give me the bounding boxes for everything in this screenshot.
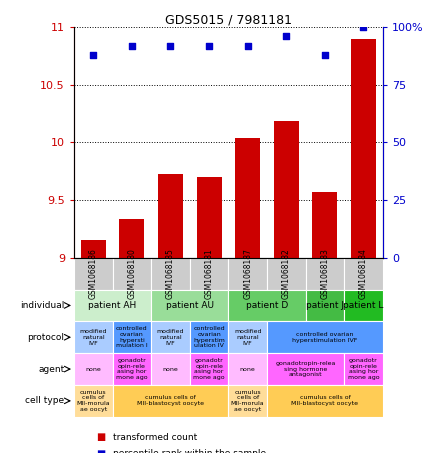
Bar xyxy=(74,385,112,417)
Bar xyxy=(189,321,228,353)
Title: GDS5015 / 7981181: GDS5015 / 7981181 xyxy=(164,13,291,26)
Text: modified
natural
IVF: modified natural IVF xyxy=(156,329,184,346)
Bar xyxy=(189,258,228,289)
Text: modified
natural
IVF: modified natural IVF xyxy=(233,329,261,346)
Text: gonadotr
opin-rele
asing hor
mone ago: gonadotr opin-rele asing hor mone ago xyxy=(193,358,224,380)
Bar xyxy=(74,258,112,289)
Text: transformed count: transformed count xyxy=(113,433,197,442)
Point xyxy=(282,33,289,40)
Bar xyxy=(151,258,189,289)
Bar xyxy=(112,353,151,385)
Bar xyxy=(266,321,382,353)
Text: modified
natural
IVF: modified natural IVF xyxy=(79,329,107,346)
Bar xyxy=(350,39,375,258)
Bar xyxy=(74,321,112,353)
Text: percentile rank within the sample: percentile rank within the sample xyxy=(113,449,266,453)
Bar xyxy=(228,258,266,289)
Bar xyxy=(151,289,228,321)
Bar xyxy=(158,173,183,258)
Bar xyxy=(112,321,151,353)
Bar xyxy=(189,353,228,385)
Text: GSM1068185: GSM1068185 xyxy=(166,248,174,299)
Point xyxy=(243,42,250,49)
Text: none: none xyxy=(85,366,101,371)
Bar xyxy=(305,258,343,289)
Text: GSM1068183: GSM1068183 xyxy=(320,248,329,299)
Text: gonadotr
opin-rele
asing hor
mone ago: gonadotr opin-rele asing hor mone ago xyxy=(347,358,378,380)
Bar xyxy=(312,192,337,258)
Text: none: none xyxy=(162,366,178,371)
Bar xyxy=(266,353,343,385)
Bar xyxy=(305,289,343,321)
Text: patient J: patient J xyxy=(305,301,343,310)
Text: cumulus cells of
MII-blastocyst oocyte: cumulus cells of MII-blastocyst oocyte xyxy=(137,395,204,406)
Bar xyxy=(151,353,189,385)
Text: cumulus cells of
MII-blastocyst oocyte: cumulus cells of MII-blastocyst oocyte xyxy=(291,395,358,406)
Bar xyxy=(266,385,382,417)
Point xyxy=(128,42,135,49)
Text: gonadotropin-relea
sing hormone
antagonist: gonadotropin-relea sing hormone antagoni… xyxy=(275,361,335,377)
Text: patient AH: patient AH xyxy=(88,301,136,310)
Text: GSM1068186: GSM1068186 xyxy=(89,248,98,299)
Bar xyxy=(196,177,221,258)
Bar xyxy=(228,289,305,321)
Point xyxy=(89,51,96,58)
Text: patient D: patient D xyxy=(245,301,287,310)
Bar xyxy=(112,258,151,289)
Bar xyxy=(273,120,298,258)
Text: GSM1068184: GSM1068184 xyxy=(358,248,367,299)
Bar xyxy=(266,258,305,289)
Bar xyxy=(112,385,228,417)
Bar xyxy=(235,138,260,258)
Bar xyxy=(81,241,105,258)
Text: GSM1068181: GSM1068181 xyxy=(204,248,213,299)
Text: agent: agent xyxy=(38,365,64,374)
Text: cumulus
cells of
MII-morula
ae oocyt: cumulus cells of MII-morula ae oocyt xyxy=(230,390,264,412)
Point xyxy=(321,51,328,58)
Text: controlled ovarian
hyperstimulation IVF: controlled ovarian hyperstimulation IVF xyxy=(292,332,357,342)
Text: cell type: cell type xyxy=(25,396,64,405)
Text: protocol: protocol xyxy=(27,333,64,342)
Text: patient AU: patient AU xyxy=(165,301,213,310)
Text: cumulus
cells of
MII-morula
ae oocyt: cumulus cells of MII-morula ae oocyt xyxy=(76,390,110,412)
Text: controlled
ovarian
hypersti
mulation I: controlled ovarian hypersti mulation I xyxy=(116,326,148,348)
Bar xyxy=(343,258,382,289)
Text: GSM1068180: GSM1068180 xyxy=(127,248,136,299)
Bar xyxy=(228,321,266,353)
Bar xyxy=(343,353,382,385)
Point xyxy=(167,42,174,49)
Text: ■: ■ xyxy=(95,449,105,453)
Text: gonadotr
opin-rele
asing hor
mone ago: gonadotr opin-rele asing hor mone ago xyxy=(116,358,147,380)
Text: individual: individual xyxy=(20,301,64,310)
Bar xyxy=(119,218,144,258)
Bar xyxy=(228,353,266,385)
Text: controlled
ovarian
hyperstim
ulation IV: controlled ovarian hyperstim ulation IV xyxy=(193,326,224,348)
Bar xyxy=(228,385,266,417)
Text: none: none xyxy=(239,366,255,371)
Text: ■: ■ xyxy=(95,432,105,442)
Bar xyxy=(74,289,151,321)
Text: patient L: patient L xyxy=(342,301,383,310)
Point xyxy=(359,24,366,31)
Bar xyxy=(343,289,382,321)
Point xyxy=(205,42,212,49)
Text: GSM1068187: GSM1068187 xyxy=(243,248,252,299)
Text: GSM1068182: GSM1068182 xyxy=(281,248,290,299)
Bar xyxy=(151,321,189,353)
Bar xyxy=(74,353,112,385)
